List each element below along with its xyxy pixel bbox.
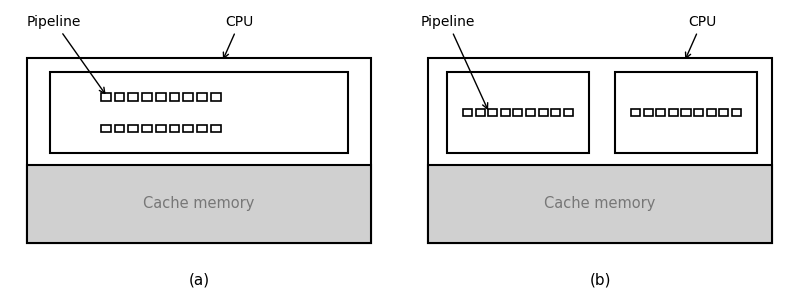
Bar bbox=[183, 125, 193, 132]
Text: Pipeline: Pipeline bbox=[27, 15, 105, 94]
Bar bbox=[706, 109, 716, 116]
Bar bbox=[539, 109, 547, 116]
Bar bbox=[447, 72, 589, 153]
Bar bbox=[197, 93, 207, 101]
Bar bbox=[142, 93, 152, 101]
Bar bbox=[501, 109, 510, 116]
Bar bbox=[129, 93, 138, 101]
Bar bbox=[631, 109, 640, 116]
Bar bbox=[643, 109, 653, 116]
Text: Cache memory: Cache memory bbox=[544, 196, 656, 212]
Bar bbox=[156, 93, 165, 101]
Bar bbox=[513, 109, 523, 116]
Bar bbox=[197, 125, 207, 132]
Text: (a): (a) bbox=[189, 273, 209, 288]
Bar bbox=[488, 109, 497, 116]
Text: Cache memory: Cache memory bbox=[143, 196, 255, 212]
Bar bbox=[656, 109, 666, 116]
Bar bbox=[183, 93, 193, 101]
Bar bbox=[551, 109, 560, 116]
Text: (b): (b) bbox=[590, 273, 610, 288]
Bar bbox=[732, 109, 741, 116]
Bar bbox=[428, 165, 772, 243]
Bar bbox=[27, 165, 371, 243]
Bar bbox=[428, 58, 772, 243]
Bar bbox=[682, 109, 690, 116]
Bar bbox=[463, 109, 472, 116]
Bar bbox=[564, 109, 573, 116]
Bar bbox=[142, 125, 152, 132]
Bar bbox=[669, 109, 678, 116]
Bar bbox=[129, 125, 138, 132]
Bar bbox=[156, 125, 165, 132]
Bar bbox=[211, 125, 221, 132]
Bar bbox=[50, 72, 348, 153]
Bar bbox=[526, 109, 535, 116]
Bar bbox=[615, 72, 757, 153]
Bar bbox=[694, 109, 703, 116]
Bar bbox=[114, 125, 125, 132]
Bar bbox=[27, 58, 371, 243]
Text: CPU: CPU bbox=[224, 15, 254, 58]
Bar bbox=[114, 93, 125, 101]
Bar bbox=[475, 109, 485, 116]
Bar bbox=[211, 93, 221, 101]
Bar bbox=[719, 109, 729, 116]
Bar bbox=[101, 125, 111, 132]
Bar bbox=[101, 93, 111, 101]
Bar bbox=[169, 93, 180, 101]
Bar bbox=[169, 125, 180, 132]
Text: CPU: CPU bbox=[686, 15, 716, 58]
Text: Pipeline: Pipeline bbox=[420, 15, 487, 109]
